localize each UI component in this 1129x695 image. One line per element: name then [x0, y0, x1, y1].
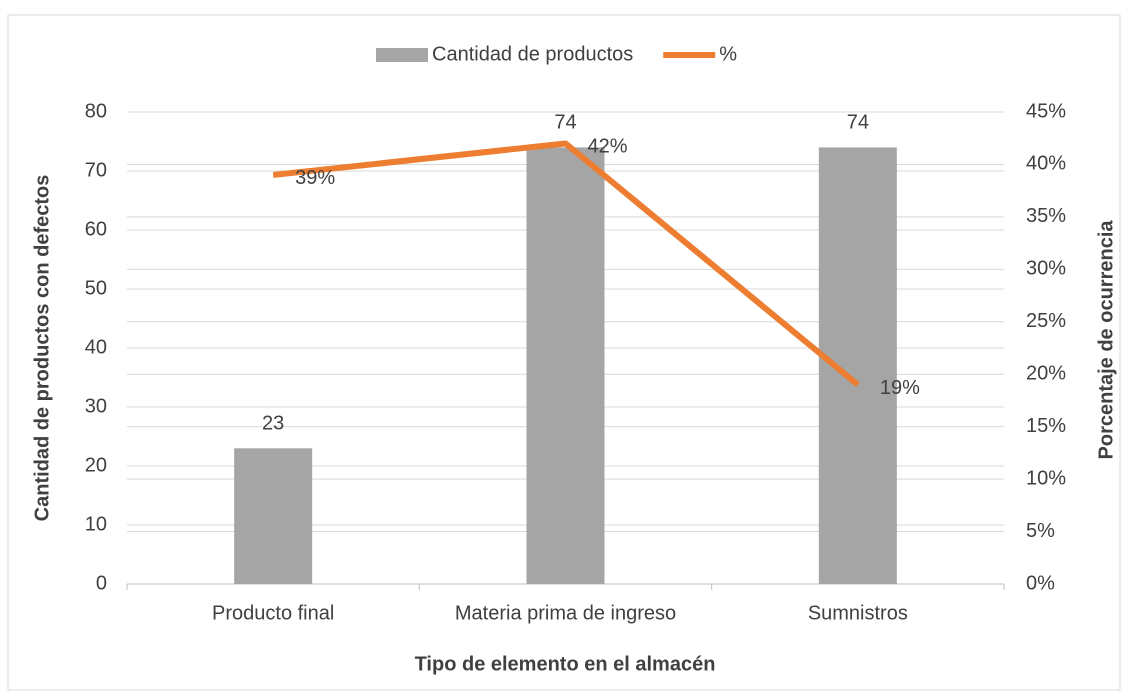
- y2-tick-label: 35%: [1026, 205, 1066, 227]
- y-tick-label: 30: [85, 395, 107, 417]
- bar-value-label: 74: [847, 112, 869, 134]
- bar-value-label: 74: [554, 112, 576, 134]
- legend-label: %: [719, 43, 737, 65]
- x-tick-label: Sumnistros: [808, 602, 908, 624]
- y2-tick-label: 20%: [1026, 363, 1066, 385]
- line: [272, 140, 860, 388]
- y-tick-label: 10: [85, 513, 107, 535]
- legend-swatch: [376, 48, 428, 62]
- y-tick-label: 50: [85, 277, 107, 299]
- y-tick-label: 20: [85, 454, 107, 476]
- y-axis-title: Cantidad de productos con defectos: [31, 175, 53, 522]
- y2-tick-label: 5%: [1026, 520, 1055, 542]
- line-value-label: 39%: [295, 167, 335, 189]
- y2-axis-title: Porcentaje de ocurrencia: [1095, 220, 1117, 460]
- line-value-label: 42%: [588, 136, 628, 158]
- y2-tick-label: 25%: [1026, 310, 1066, 332]
- y2-tick-label: 10%: [1026, 467, 1066, 489]
- y2-tick-label: 30%: [1026, 258, 1066, 280]
- bar: [526, 147, 605, 584]
- y2-tick-label: 0%: [1026, 572, 1055, 594]
- y-tick-label: 70: [85, 159, 107, 181]
- bar: [234, 448, 313, 584]
- y-tick-label: 40: [85, 336, 107, 358]
- y2-tick-label: 45%: [1026, 100, 1066, 122]
- line-value-label: 19%: [880, 377, 920, 399]
- y-tick-label: 80: [85, 100, 107, 122]
- y2-tick-label: 15%: [1026, 415, 1066, 437]
- x-tick-label: Producto final: [212, 602, 334, 624]
- x-axis-title: Tipo de elemento en el almacén: [415, 653, 716, 675]
- y-tick-label: 60: [85, 218, 107, 240]
- legend-label: Cantidad de productos: [432, 43, 633, 65]
- y-tick-label: 0: [96, 572, 107, 594]
- y2-tick-label: 40%: [1026, 153, 1066, 175]
- bar-value-label: 23: [262, 413, 284, 435]
- x-tick-label: Materia prima de ingreso: [455, 602, 676, 624]
